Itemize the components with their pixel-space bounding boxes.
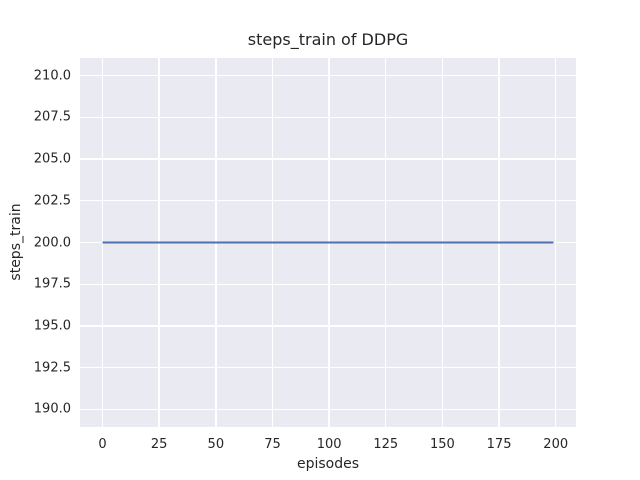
y-tick-label: 207.5: [33, 109, 71, 125]
x-tick-label: 200: [543, 437, 569, 452]
gridline-horizontal: [80, 200, 576, 202]
x-tick-label: 0: [98, 437, 107, 452]
y-tick-label: 200.0: [33, 235, 71, 250]
y-axis-label: steps_train: [8, 203, 24, 281]
gridline-horizontal: [80, 325, 576, 327]
gridline-horizontal: [80, 158, 576, 160]
y-tick-label: 195.0: [33, 318, 71, 334]
chart-title: steps_train of DDPG: [247, 30, 409, 49]
y-tick-label: 210.0: [33, 68, 71, 84]
x-tick-label: 150: [430, 437, 455, 452]
x-tick-label: 100: [316, 437, 342, 452]
x-tick-label: 50: [207, 437, 225, 452]
x-tick-label: 175: [486, 437, 512, 452]
gridline-horizontal: [80, 74, 576, 77]
y-tick-label: 197.5: [33, 276, 71, 292]
gridline-horizontal: [80, 116, 576, 118]
y-tick-label: 205.0: [33, 151, 71, 167]
y-tick-label: 202.5: [33, 193, 71, 209]
gridline-horizontal: [80, 283, 576, 285]
gridline-horizontal: [80, 408, 576, 411]
y-tick-label: 192.5: [33, 360, 71, 376]
y-tick-label: 190.0: [33, 401, 71, 417]
x-tick-label: 75: [264, 437, 281, 452]
x-tick-label: 125: [373, 437, 399, 452]
x-tick-label: 25: [150, 437, 168, 452]
gridline-horizontal: [80, 367, 576, 369]
x-axis-label: episodes: [296, 456, 360, 472]
plot-area: [80, 58, 576, 427]
series-layer: [102, 241, 554, 244]
